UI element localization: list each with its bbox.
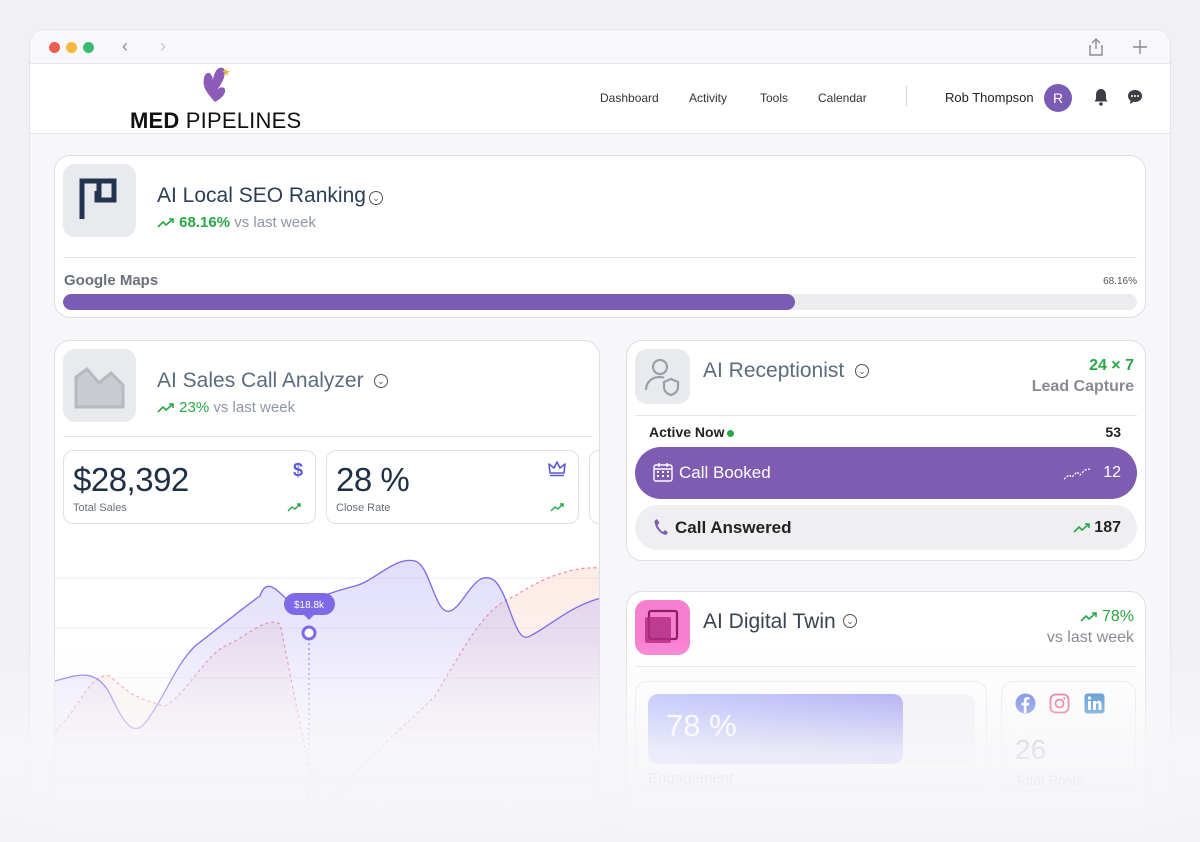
dashboard-content: AI Local SEO Ranking ⌄ 68.16% vs last we… xyxy=(30,134,1170,840)
tooltip-marker[interactable] xyxy=(301,625,317,641)
nav-activity[interactable]: Activity xyxy=(689,91,728,105)
call-answered-count: 187 xyxy=(1094,519,1121,536)
google-maps-value: 68.16% xyxy=(1103,276,1137,287)
total-sales-kpi[interactable]: $28,392 Total Sales $ xyxy=(63,450,316,524)
flag-icon xyxy=(79,178,117,219)
chat-icon[interactable] xyxy=(1127,89,1143,105)
user-name[interactable]: Rob Thompson xyxy=(945,90,1034,105)
sales-dropdown-chevron-icon[interactable]: ⌄ xyxy=(374,374,388,388)
trend-up-icon xyxy=(157,403,174,413)
bell-icon[interactable] xyxy=(1093,88,1109,106)
close-rate-value: 28 % xyxy=(336,461,410,498)
crown-icon xyxy=(548,461,566,477)
layers-icon-tile xyxy=(635,600,690,655)
linkedin-icon[interactable] xyxy=(1084,693,1105,714)
trend-up-icon xyxy=(287,503,301,512)
new-tab-icon[interactable] xyxy=(1132,39,1148,55)
browser-window: ‹ › MED PIPELINES Dashboard Activity Too… xyxy=(30,30,1170,840)
sales-divider xyxy=(63,436,593,437)
close-rate-label: Close Rate xyxy=(336,502,391,514)
tooltip-value: $18.8k xyxy=(294,600,325,611)
nav-calendar[interactable]: Calendar xyxy=(818,91,867,105)
image-placeholder-icon xyxy=(74,366,125,409)
image-icon-tile xyxy=(63,349,136,422)
back-arrow-icon[interactable]: ‹ xyxy=(122,36,128,56)
call-booked-label: Call Booked xyxy=(679,463,771,482)
butterfly-logo-icon xyxy=(203,67,230,102)
receptionist-divider xyxy=(635,415,1137,416)
call-answered-label: Call Answered xyxy=(675,518,792,537)
total-posts-panel[interactable]: 26 Total Posts xyxy=(1001,681,1136,791)
facebook-icon[interactable] xyxy=(1015,693,1036,714)
seo-card-title: AI Local SEO Ranking xyxy=(157,184,366,207)
google-maps-progress-fill xyxy=(63,294,796,310)
receptionist-subtitle: Lead Capture xyxy=(1031,378,1134,395)
instagram-icon[interactable] xyxy=(1049,693,1070,714)
engagement-value: 78 % xyxy=(666,708,737,743)
forward-arrow-icon[interactable]: › xyxy=(160,36,166,56)
seo-ranking-card[interactable]: AI Local SEO Ranking ⌄ 68.16% vs last we… xyxy=(54,155,1146,318)
ai-digital-twin-card[interactable]: AI Digital Twin ⌄ 78% vs last week 78 % … xyxy=(626,591,1146,840)
calendar-icon xyxy=(653,463,673,482)
flag-icon-tile xyxy=(63,164,136,237)
sales-trend: 23% vs last week xyxy=(157,399,295,416)
engagement-panel[interactable]: 78 % Engagement xyxy=(635,681,987,791)
google-maps-label: Google Maps xyxy=(64,272,159,289)
minimize-window-button[interactable] xyxy=(66,42,77,53)
app-header: MED PIPELINES Dashboard Activity Tools C… xyxy=(30,64,1170,134)
close-rate-kpi[interactable]: 28 % Close Rate xyxy=(326,450,579,524)
call-booked-row[interactable]: Call Booked 12 xyxy=(635,447,1137,499)
sales-card-title: AI Sales Call Analyzer xyxy=(157,369,364,392)
nav-dashboard[interactable]: Dashboard xyxy=(600,91,659,105)
dollar-icon: $ xyxy=(292,460,303,480)
sales-call-analyzer-card[interactable]: AI Sales Call Analyzer ⌄ 23% vs last wee… xyxy=(54,340,600,840)
call-booked-count: 12 xyxy=(1103,464,1121,481)
digital-twin-trend: 78% xyxy=(1079,608,1134,626)
call-answered-row[interactable]: Call Answered 187 xyxy=(635,505,1137,550)
user-shield-icon xyxy=(644,358,680,397)
trend-up-icon xyxy=(1079,611,1097,622)
engagement-label: Engagement xyxy=(648,770,734,787)
activity-graph-icon xyxy=(1063,468,1091,480)
ai-receptionist-card[interactable]: AI Receptionist ⌄ 24 × 7 Lead Capture Ac… xyxy=(626,340,1146,561)
total-sales-label: Total Sales xyxy=(73,502,127,514)
phone-icon xyxy=(654,519,668,535)
active-now-count: 53 xyxy=(1105,424,1121,440)
trend-up-icon xyxy=(550,503,564,512)
close-window-button[interactable] xyxy=(49,42,60,53)
nav-divider xyxy=(906,86,907,106)
trend-up-icon xyxy=(157,218,174,228)
avatar[interactable]: R xyxy=(1044,84,1072,112)
tooltip-bubble xyxy=(284,593,335,615)
seo-divider xyxy=(63,257,1137,258)
maximize-window-button[interactable] xyxy=(83,42,94,53)
layers-icon xyxy=(645,609,679,643)
seo-dropdown-chevron-icon[interactable]: ⌄ xyxy=(369,191,383,205)
digital-twin-dropdown-chevron-icon[interactable]: ⌄ xyxy=(843,614,857,628)
seo-trend: 68.16% vs last week xyxy=(157,214,316,231)
share-icon[interactable] xyxy=(1088,38,1104,56)
google-maps-progress-bar xyxy=(63,294,1137,310)
digital-twin-divider xyxy=(635,666,1137,667)
digital-twin-subtitle: vs last week xyxy=(1046,629,1134,646)
total-posts-label: Total Posts xyxy=(1015,772,1084,788)
total-posts-value: 26 xyxy=(1015,734,1047,765)
active-status-dot-icon xyxy=(727,429,735,437)
browser-chrome: ‹ › xyxy=(30,30,1170,64)
logo-wordmark[interactable]: MED PIPELINES xyxy=(130,108,302,133)
sales-line-chart: $18.8k xyxy=(55,559,599,836)
nav-tools[interactable]: Tools xyxy=(760,91,789,105)
receptionist-availability: 24 × 7 xyxy=(1089,357,1134,374)
trend-up-icon xyxy=(1073,523,1090,533)
digital-twin-card-title: AI Digital Twin xyxy=(703,610,836,633)
user-shield-icon-tile xyxy=(635,349,690,404)
active-now-label: Active Now xyxy=(649,424,735,440)
partial-kpi-card[interactable] xyxy=(589,450,599,524)
total-sales-value: $28,392 xyxy=(73,461,189,498)
receptionist-card-title: AI Receptionist xyxy=(703,359,845,382)
receptionist-dropdown-chevron-icon[interactable]: ⌄ xyxy=(855,364,869,378)
